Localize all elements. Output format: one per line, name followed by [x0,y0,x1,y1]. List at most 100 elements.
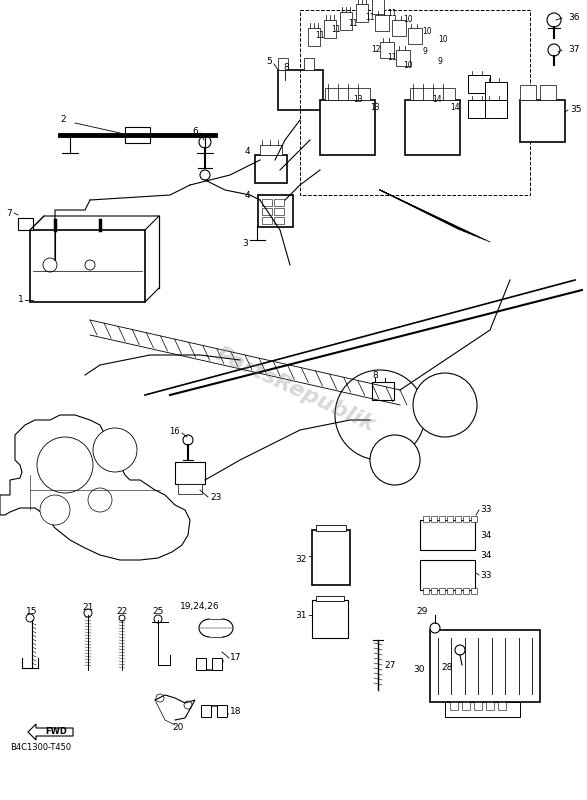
Bar [262,217,272,224]
Circle shape [26,614,34,622]
Text: 10: 10 [403,15,413,25]
Bar [463,588,469,594]
Bar [372,382,394,400]
Text: 14: 14 [432,95,442,105]
Bar [540,85,556,100]
Bar [468,100,490,118]
Bar [485,82,507,100]
Text: 11: 11 [348,19,357,29]
Bar [420,560,475,590]
Text: 18: 18 [230,707,241,717]
Bar [430,630,540,702]
Bar [420,520,475,550]
Bar [274,208,284,215]
Circle shape [548,44,560,56]
Text: 23: 23 [210,493,221,502]
Bar [485,100,507,118]
Text: 36: 36 [568,14,579,22]
Bar [474,702,482,710]
Circle shape [37,437,93,493]
Bar [312,530,350,585]
Bar [471,588,477,594]
Text: 8: 8 [372,371,378,381]
Bar [486,702,494,710]
Text: 25: 25 [152,607,164,617]
Text: 31: 31 [295,610,307,619]
Text: 6: 6 [193,127,198,137]
Bar [447,516,453,522]
Text: 13: 13 [370,103,380,113]
Text: 30: 30 [413,666,425,674]
Circle shape [413,373,477,437]
Text: 8: 8 [283,62,289,71]
Bar [439,588,445,594]
Bar [431,588,437,594]
Text: 9: 9 [423,47,427,57]
Text: 17: 17 [230,654,241,662]
Text: 7: 7 [6,209,12,218]
Bar [274,217,284,224]
Bar [380,42,394,58]
Text: 9: 9 [437,58,443,66]
Bar [468,75,490,93]
Text: 3: 3 [242,238,248,247]
Text: 4: 4 [244,190,250,199]
Circle shape [430,623,440,633]
Text: 28: 28 [441,663,453,673]
Bar [262,199,272,206]
Bar [125,127,150,143]
Bar [405,100,460,155]
Circle shape [40,495,70,525]
Text: 34: 34 [480,530,491,539]
Bar [316,525,346,531]
Circle shape [84,609,92,617]
Bar [447,588,453,594]
Bar [471,516,477,522]
Text: PartsRepublik: PartsRepublik [212,344,378,436]
Circle shape [335,370,425,460]
Bar [340,12,352,30]
Bar [408,28,422,44]
Bar [423,516,429,522]
Bar [455,588,461,594]
Text: 37: 37 [568,46,579,54]
Circle shape [455,645,465,655]
Text: 4: 4 [244,147,250,157]
Bar [308,28,320,46]
Text: 11: 11 [331,26,340,34]
Text: 11: 11 [315,31,325,41]
Bar [312,600,348,638]
Bar [300,10,530,195]
Bar [498,702,506,710]
Bar [431,516,437,522]
Circle shape [200,170,210,180]
Text: 11: 11 [365,14,375,22]
Bar [258,195,293,227]
Bar [30,230,145,302]
Circle shape [547,13,561,27]
Bar [278,58,288,70]
Bar [463,516,469,522]
Circle shape [43,258,57,272]
Text: 33: 33 [480,570,491,579]
Text: 21: 21 [82,602,94,611]
Bar [278,70,323,110]
Text: 27: 27 [384,661,396,670]
Circle shape [184,701,192,709]
Bar [255,155,287,183]
Circle shape [156,694,164,702]
Text: 11: 11 [387,10,397,18]
Text: 10: 10 [422,27,432,37]
Text: 11: 11 [387,54,397,62]
Bar [439,516,445,522]
Text: 20: 20 [173,723,184,733]
Text: 33: 33 [480,506,491,514]
Bar [18,218,33,230]
Circle shape [85,260,95,270]
Bar [324,20,336,38]
Text: 12: 12 [371,46,381,54]
Bar [262,208,272,215]
Bar [396,50,410,66]
Circle shape [154,615,162,623]
Bar [375,15,389,31]
